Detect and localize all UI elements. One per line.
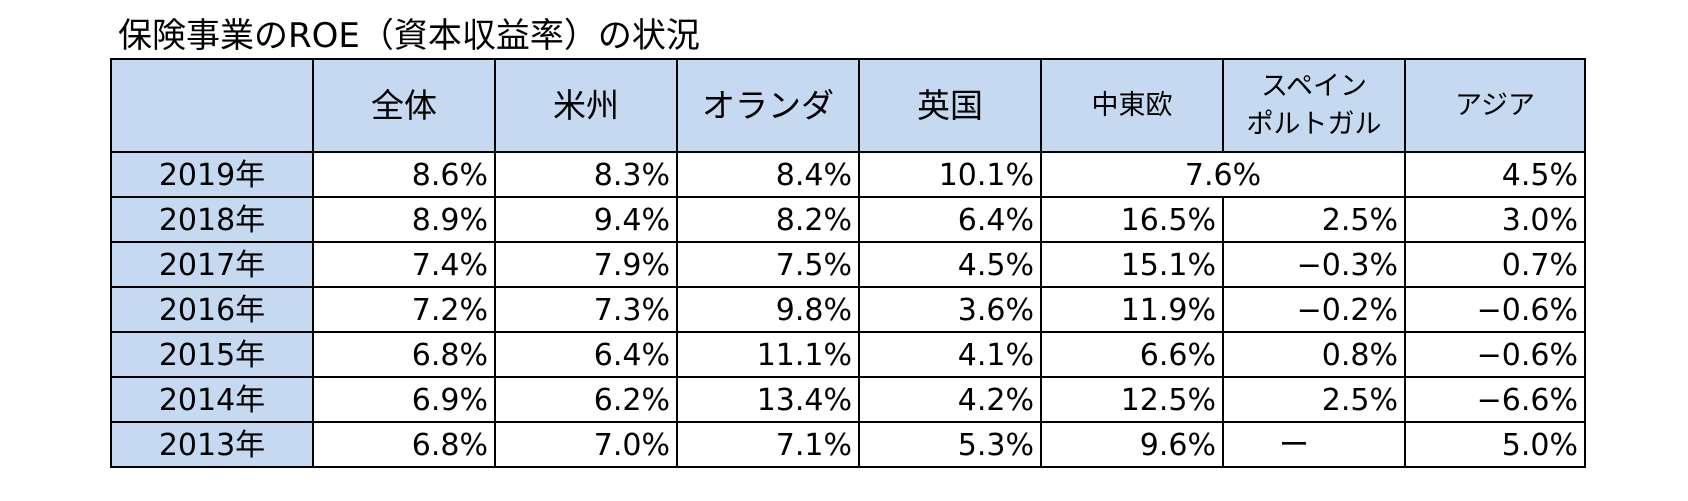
table-row: 2014年 6.9% 6.2% 13.4% 4.2% 12.5% 2.5% −6… — [110, 376, 1586, 423]
cell-uk: 4.1% — [858, 331, 1042, 378]
cell-spain-portugal: 2.5% — [1222, 196, 1406, 243]
cell-asia: 3.0% — [1404, 196, 1586, 243]
header-asia: アジア — [1404, 58, 1586, 153]
table-row: 2017年 7.4% 7.9% 7.5% 4.5% 15.1% −0.3% 0.… — [110, 241, 1586, 288]
cell-asia: 0.7% — [1404, 241, 1586, 288]
header-all: 全体 — [312, 58, 496, 153]
cell-cee: 16.5% — [1040, 196, 1224, 243]
cell-americas: 7.0% — [494, 421, 678, 468]
year-cell: 2015年 — [110, 331, 314, 378]
cell-spain-portugal: −0.3% — [1222, 241, 1406, 288]
cell-asia: −0.6% — [1404, 331, 1586, 378]
cell-uk: 5.3% — [858, 421, 1042, 468]
cell-americas: 7.3% — [494, 286, 678, 333]
cell-cee: 6.6% — [1040, 331, 1224, 378]
table-row: 2018年 8.9% 9.4% 8.2% 6.4% 16.5% 2.5% 3.0… — [110, 196, 1586, 243]
cell-netherlands: 13.4% — [676, 376, 860, 423]
cell-americas: 6.4% — [494, 331, 678, 378]
cell-netherlands: 9.8% — [676, 286, 860, 333]
cell-all: 6.9% — [312, 376, 496, 423]
cell-all: 6.8% — [312, 421, 496, 468]
cell-netherlands: 8.4% — [676, 151, 860, 198]
cell-asia: −0.6% — [1404, 286, 1586, 333]
cell-spain-portugal: 0.8% — [1222, 331, 1406, 378]
cell-all: 8.9% — [312, 196, 496, 243]
header-row: 全体 米州 オランダ 英国 中東欧 スペイン ポルトガル アジア — [110, 58, 1586, 153]
cell-spain-portugal: ー — [1222, 421, 1406, 468]
cell-all: 8.6% — [312, 151, 496, 198]
cell-all: 7.4% — [312, 241, 496, 288]
cell-americas: 7.9% — [494, 241, 678, 288]
year-cell: 2016年 — [110, 286, 314, 333]
cell-cee: 15.1% — [1040, 241, 1224, 288]
cell-americas: 8.3% — [494, 151, 678, 198]
year-cell: 2013年 — [110, 421, 314, 468]
header-americas: 米州 — [494, 58, 678, 153]
year-cell: 2018年 — [110, 196, 314, 243]
table-row: 2013年 6.8% 7.0% 7.1% 5.3% 9.6% ー 5.0% — [110, 421, 1586, 468]
cell-uk: 4.2% — [858, 376, 1042, 423]
cell-asia: −6.6% — [1404, 376, 1586, 423]
cell-all: 6.8% — [312, 331, 496, 378]
cell-netherlands: 11.1% — [676, 331, 860, 378]
cell-americas: 6.2% — [494, 376, 678, 423]
cell-cee: 11.9% — [1040, 286, 1224, 333]
header-cee: 中東欧 — [1040, 58, 1224, 153]
cell-cee: 12.5% — [1040, 376, 1224, 423]
cell-cee-spain-merged: 7.6% — [1040, 151, 1406, 198]
cell-spain-portugal: −0.2% — [1222, 286, 1406, 333]
header-uk: 英国 — [858, 58, 1042, 153]
header-netherlands: オランダ — [676, 58, 860, 153]
header-spain-portugal-line2: ポルトガル — [1246, 108, 1382, 140]
year-cell: 2019年 — [110, 151, 314, 198]
cell-asia: 5.0% — [1404, 421, 1586, 468]
cell-uk: 6.4% — [858, 196, 1042, 243]
cell-uk: 10.1% — [858, 151, 1042, 198]
cell-spain-portugal: 2.5% — [1222, 376, 1406, 423]
header-corner — [110, 58, 314, 153]
cell-americas: 9.4% — [494, 196, 678, 243]
year-cell: 2017年 — [110, 241, 314, 288]
cell-asia: 4.5% — [1404, 151, 1586, 198]
year-cell: 2014年 — [110, 376, 314, 423]
cell-netherlands: 8.2% — [676, 196, 860, 243]
header-spain-portugal: スペイン ポルトガル — [1222, 58, 1406, 153]
cell-uk: 4.5% — [858, 241, 1042, 288]
cell-netherlands: 7.1% — [676, 421, 860, 468]
table-row: 2015年 6.8% 6.4% 11.1% 4.1% 6.6% 0.8% −0.… — [110, 331, 1586, 378]
header-spain-portugal-line1: スペイン — [1260, 70, 1368, 102]
cell-cee: 9.6% — [1040, 421, 1224, 468]
cell-all: 7.2% — [312, 286, 496, 333]
cell-uk: 3.6% — [858, 286, 1042, 333]
table-row: 2016年 7.2% 7.3% 9.8% 3.6% 11.9% −0.2% −0… — [110, 286, 1586, 333]
roe-table: 全体 米州 オランダ 英国 中東欧 スペイン ポルトガル アジア 2019年 8… — [110, 58, 1586, 468]
cell-netherlands: 7.5% — [676, 241, 860, 288]
table-row: 2019年 8.6% 8.3% 8.4% 10.1% 7.6% 4.5% — [110, 151, 1586, 198]
page-title: 保険事業のROE（資本収益率）の状況 — [118, 16, 700, 56]
